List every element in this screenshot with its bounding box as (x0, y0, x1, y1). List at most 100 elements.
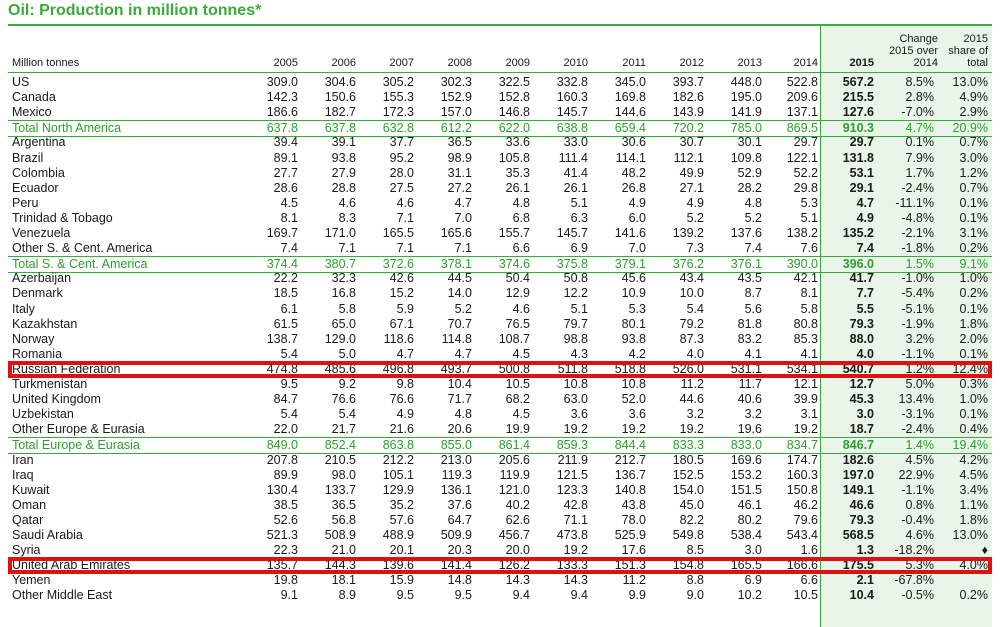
value-cell: 70.7 (447, 316, 472, 331)
value-cell: 153.2 (730, 467, 762, 482)
value-cell: 19.2 (793, 422, 818, 437)
value-cell: 52.0 (621, 392, 646, 407)
value-cell: 135.7 (266, 558, 298, 573)
table-row: Syria 22.3 21.0 20.1 20.3 20.0 19.2 17.6 8.5 3.0 1… (8, 543, 992, 558)
value-cell: 863.8 (382, 438, 414, 453)
value-cell: 62.6 (505, 512, 530, 527)
value-cell: 41.4 (563, 165, 588, 180)
value-cell: 7.1 (396, 241, 414, 256)
value-cell: 869.5 (786, 121, 818, 136)
row-label: Oman (12, 497, 47, 512)
value-cell: 3.6 (628, 407, 646, 422)
value-cell: 5.4 (280, 407, 298, 422)
value-cell: 195.0 (730, 90, 762, 105)
value-cell: 9.4 (570, 588, 588, 603)
value-cell: 7.1 (338, 241, 356, 256)
value-cell: 165.6 (440, 226, 472, 240)
value-cell: 207.8 (266, 452, 298, 467)
value-cell: 8.5 (686, 543, 704, 558)
change-cell: -1.1% (901, 482, 934, 497)
value-cell: 18.5 (273, 286, 298, 301)
value-cell: 11.2 (680, 377, 704, 391)
header-year-2013: 2013 (737, 57, 762, 69)
change-cell: 1.5% (905, 257, 935, 272)
value-cell: 22.3 (273, 543, 298, 558)
value-cell: 3.6 (570, 407, 588, 422)
value-cell: 5.4 (280, 346, 298, 361)
value-cell: 844.4 (614, 438, 646, 453)
row-label: Turkmenistan (12, 377, 88, 391)
value-cell: 374.6 (498, 257, 530, 272)
table-row: Italy 6.1 5.8 5.9 5.2 4.6 5.1 5.3 5.4 5.6 5.8 5.5 -5… (8, 302, 992, 317)
value-cell: 37.6 (447, 497, 472, 512)
value-cell: 154.0 (672, 482, 704, 497)
share-cell: 0.4% (959, 422, 989, 437)
value-cell: 19.2 (563, 422, 588, 437)
value-cell: 10.0 (679, 286, 704, 301)
value-cell: 5.1 (570, 301, 588, 316)
change-cell: -0.5% (901, 588, 934, 603)
value-cell: 160.3 (556, 90, 588, 105)
value-cell: 78.0 (621, 512, 646, 527)
row-label: Ecuador (12, 180, 59, 195)
header-year-2008: 2008 (447, 57, 472, 69)
value-cell: 174.7 (786, 452, 818, 467)
value-cell: 10.5 (505, 377, 530, 391)
table-row: Kuwait 130.4 133.7 129.9 136.1 121.0 123.3 140.… (8, 483, 992, 498)
value-cell: 4.8 (454, 407, 472, 422)
row-label: Yemen (12, 573, 51, 588)
value-cell: 11.7 (738, 377, 762, 391)
value-cell: 212.7 (614, 452, 646, 467)
value-cell: 534.1 (786, 361, 818, 376)
row-label: Uzbekistan (12, 407, 74, 422)
value-cell: 10.2 (737, 588, 762, 603)
value-cell: 834.7 (786, 438, 818, 453)
value-cell: 46.2 (793, 497, 818, 512)
value-cell: 26.1 (563, 180, 588, 195)
value-2015: 7.4 (856, 241, 874, 256)
value-cell: 9.8 (396, 377, 414, 391)
value-cell: 332.8 (556, 75, 588, 89)
value-cell: 376.2 (672, 257, 704, 272)
value-cell: 473.8 (556, 528, 588, 542)
value-cell: 508.9 (324, 528, 356, 542)
change-cell: -2.4% (901, 422, 934, 437)
value-cell: 17.6 (621, 543, 646, 558)
value-cell: 40.6 (737, 392, 762, 407)
value-cell: 209.6 (786, 90, 818, 105)
value-cell: 50.4 (505, 271, 530, 286)
value-cell: 322.5 (498, 75, 530, 89)
value-cell: 22.2 (273, 271, 298, 286)
header-year-2006: 2006 (331, 57, 356, 69)
value-cell: 7.3 (686, 241, 704, 256)
value-cell: 105.8 (498, 150, 530, 165)
value-cell: 44.6 (679, 392, 704, 407)
value-cell: 212.2 (382, 452, 414, 467)
value-2015: 79.3 (849, 316, 874, 331)
value-2015: 910.3 (842, 121, 874, 136)
value-cell: 15.9 (389, 573, 414, 588)
value-cell: 4.6 (338, 195, 356, 210)
share-cell: 3.1% (959, 226, 989, 240)
value-cell: 6.8 (512, 210, 530, 225)
share-cell: 4.5% (959, 467, 989, 482)
value-cell: 112.1 (673, 150, 704, 165)
value-cell: 137.1 (786, 105, 818, 120)
value-cell: 67.1 (389, 316, 414, 331)
value-cell: 5.8 (338, 301, 356, 316)
value-cell: 42.1 (793, 271, 818, 286)
value-cell: 28.6 (273, 180, 298, 195)
value-cell: 152.5 (672, 467, 704, 482)
share-cell: 2.0% (959, 331, 989, 346)
header-year-2010: 2010 (563, 57, 588, 69)
change-cell: -2.1% (901, 226, 934, 240)
table-row: Oman 38.5 36.5 35.2 37.6 40.2 42.8 43.8 45.0 46.1… (8, 498, 992, 513)
change-cell: 0.1% (905, 135, 935, 150)
change-cell: 1.2% (905, 361, 935, 376)
value-cell: 82.2 (679, 512, 704, 527)
header-year-2011: 2011 (622, 57, 646, 69)
value-cell: 142.3 (266, 90, 298, 105)
change-cell: 13.4% (898, 392, 934, 407)
value-cell: 98.9 (447, 150, 472, 165)
value-cell: 496.8 (382, 361, 414, 376)
